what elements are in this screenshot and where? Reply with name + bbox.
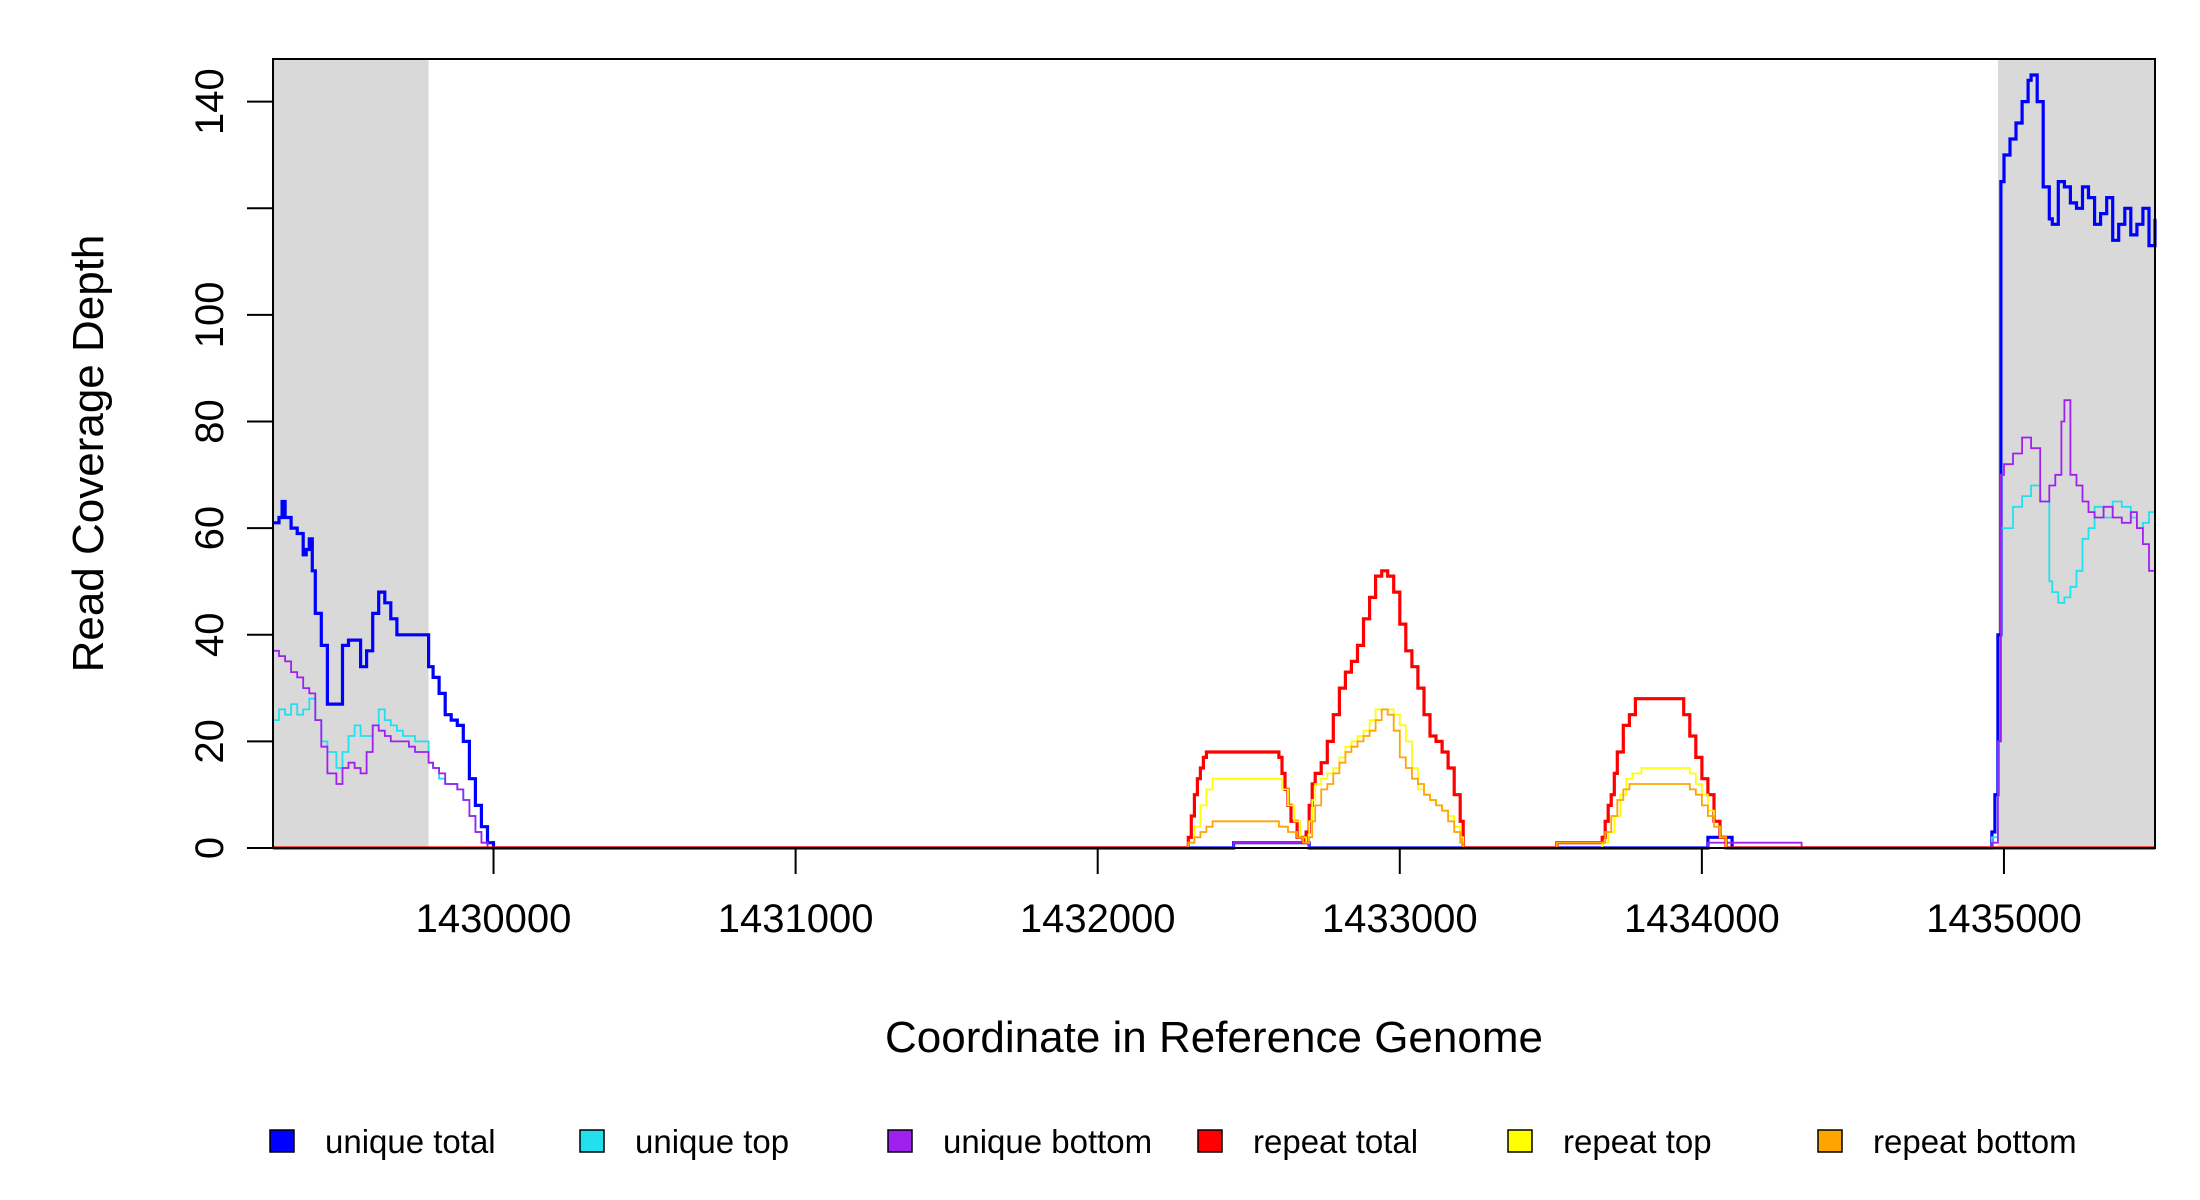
- shaded-regions: [273, 59, 2155, 848]
- legend-swatch-repeat-top: [1507, 1129, 1533, 1153]
- x-tick-label: 1432000: [1020, 897, 1176, 941]
- legend-label-unique-top: unique top: [635, 1123, 789, 1160]
- legend-swatch-unique-bottom: [887, 1129, 913, 1153]
- series-line-unique-bottom: [273, 399, 2156, 849]
- x-tick-label: 1435000: [1926, 897, 2082, 941]
- legend-label-unique-bottom: unique bottom: [943, 1123, 1152, 1160]
- x-axis: 1430000 1431000 1432000 1433000 1434000 14350…: [416, 848, 2082, 941]
- x-tick-label: 1431000: [718, 897, 874, 941]
- y-tick-label: 100: [188, 282, 232, 349]
- series-lines: [273, 73, 2157, 850]
- y-tick-label: 140: [188, 68, 232, 135]
- legend: unique total unique top unique bottom repea…: [269, 1123, 2077, 1160]
- shaded-region-1: [1997, 59, 2155, 848]
- series-line-repeat-top: [273, 708, 2155, 849]
- y-tick-label: 80: [188, 399, 232, 444]
- series-line-unique-total: [273, 73, 2157, 850]
- legend-label-unique-total: unique total: [325, 1123, 496, 1160]
- y-tick-label: 40: [188, 613, 232, 658]
- y-tick-label: 60: [188, 506, 232, 551]
- legend-label-repeat-total: repeat total: [1253, 1123, 1418, 1160]
- y-axis-title: Read Coverage Depth: [64, 235, 113, 673]
- shaded-region-0: [273, 59, 429, 848]
- y-axis: 0 20 40 60 80 100 140: [188, 68, 273, 859]
- legend-swatch-repeat-bottom: [1817, 1129, 1843, 1153]
- x-tick-label: 1430000: [416, 897, 572, 941]
- series-line-repeat-bottom: [273, 708, 2155, 849]
- legend-swatch-unique-top: [579, 1129, 605, 1153]
- legend-swatch-unique-total: [269, 1129, 295, 1153]
- y-tick-label: 20: [188, 719, 232, 764]
- series-line-unique-top: [273, 448, 2156, 849]
- legend-label-repeat-top: repeat top: [1563, 1123, 1712, 1160]
- x-tick-label: 1434000: [1624, 897, 1780, 941]
- legend-label-repeat-bottom: repeat bottom: [1873, 1123, 2077, 1160]
- y-tick-label: 0: [188, 837, 232, 859]
- x-axis-title: Coordinate in Reference Genome: [885, 1013, 1543, 1062]
- plot-frame: [272, 58, 2156, 849]
- x-tick-label: 1433000: [1322, 897, 1478, 941]
- series-line-repeat-total: [273, 569, 2155, 850]
- legend-swatch-repeat-total: [1197, 1129, 1223, 1153]
